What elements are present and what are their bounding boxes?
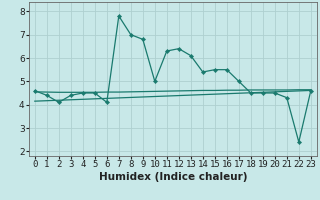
X-axis label: Humidex (Indice chaleur): Humidex (Indice chaleur) <box>99 172 247 182</box>
